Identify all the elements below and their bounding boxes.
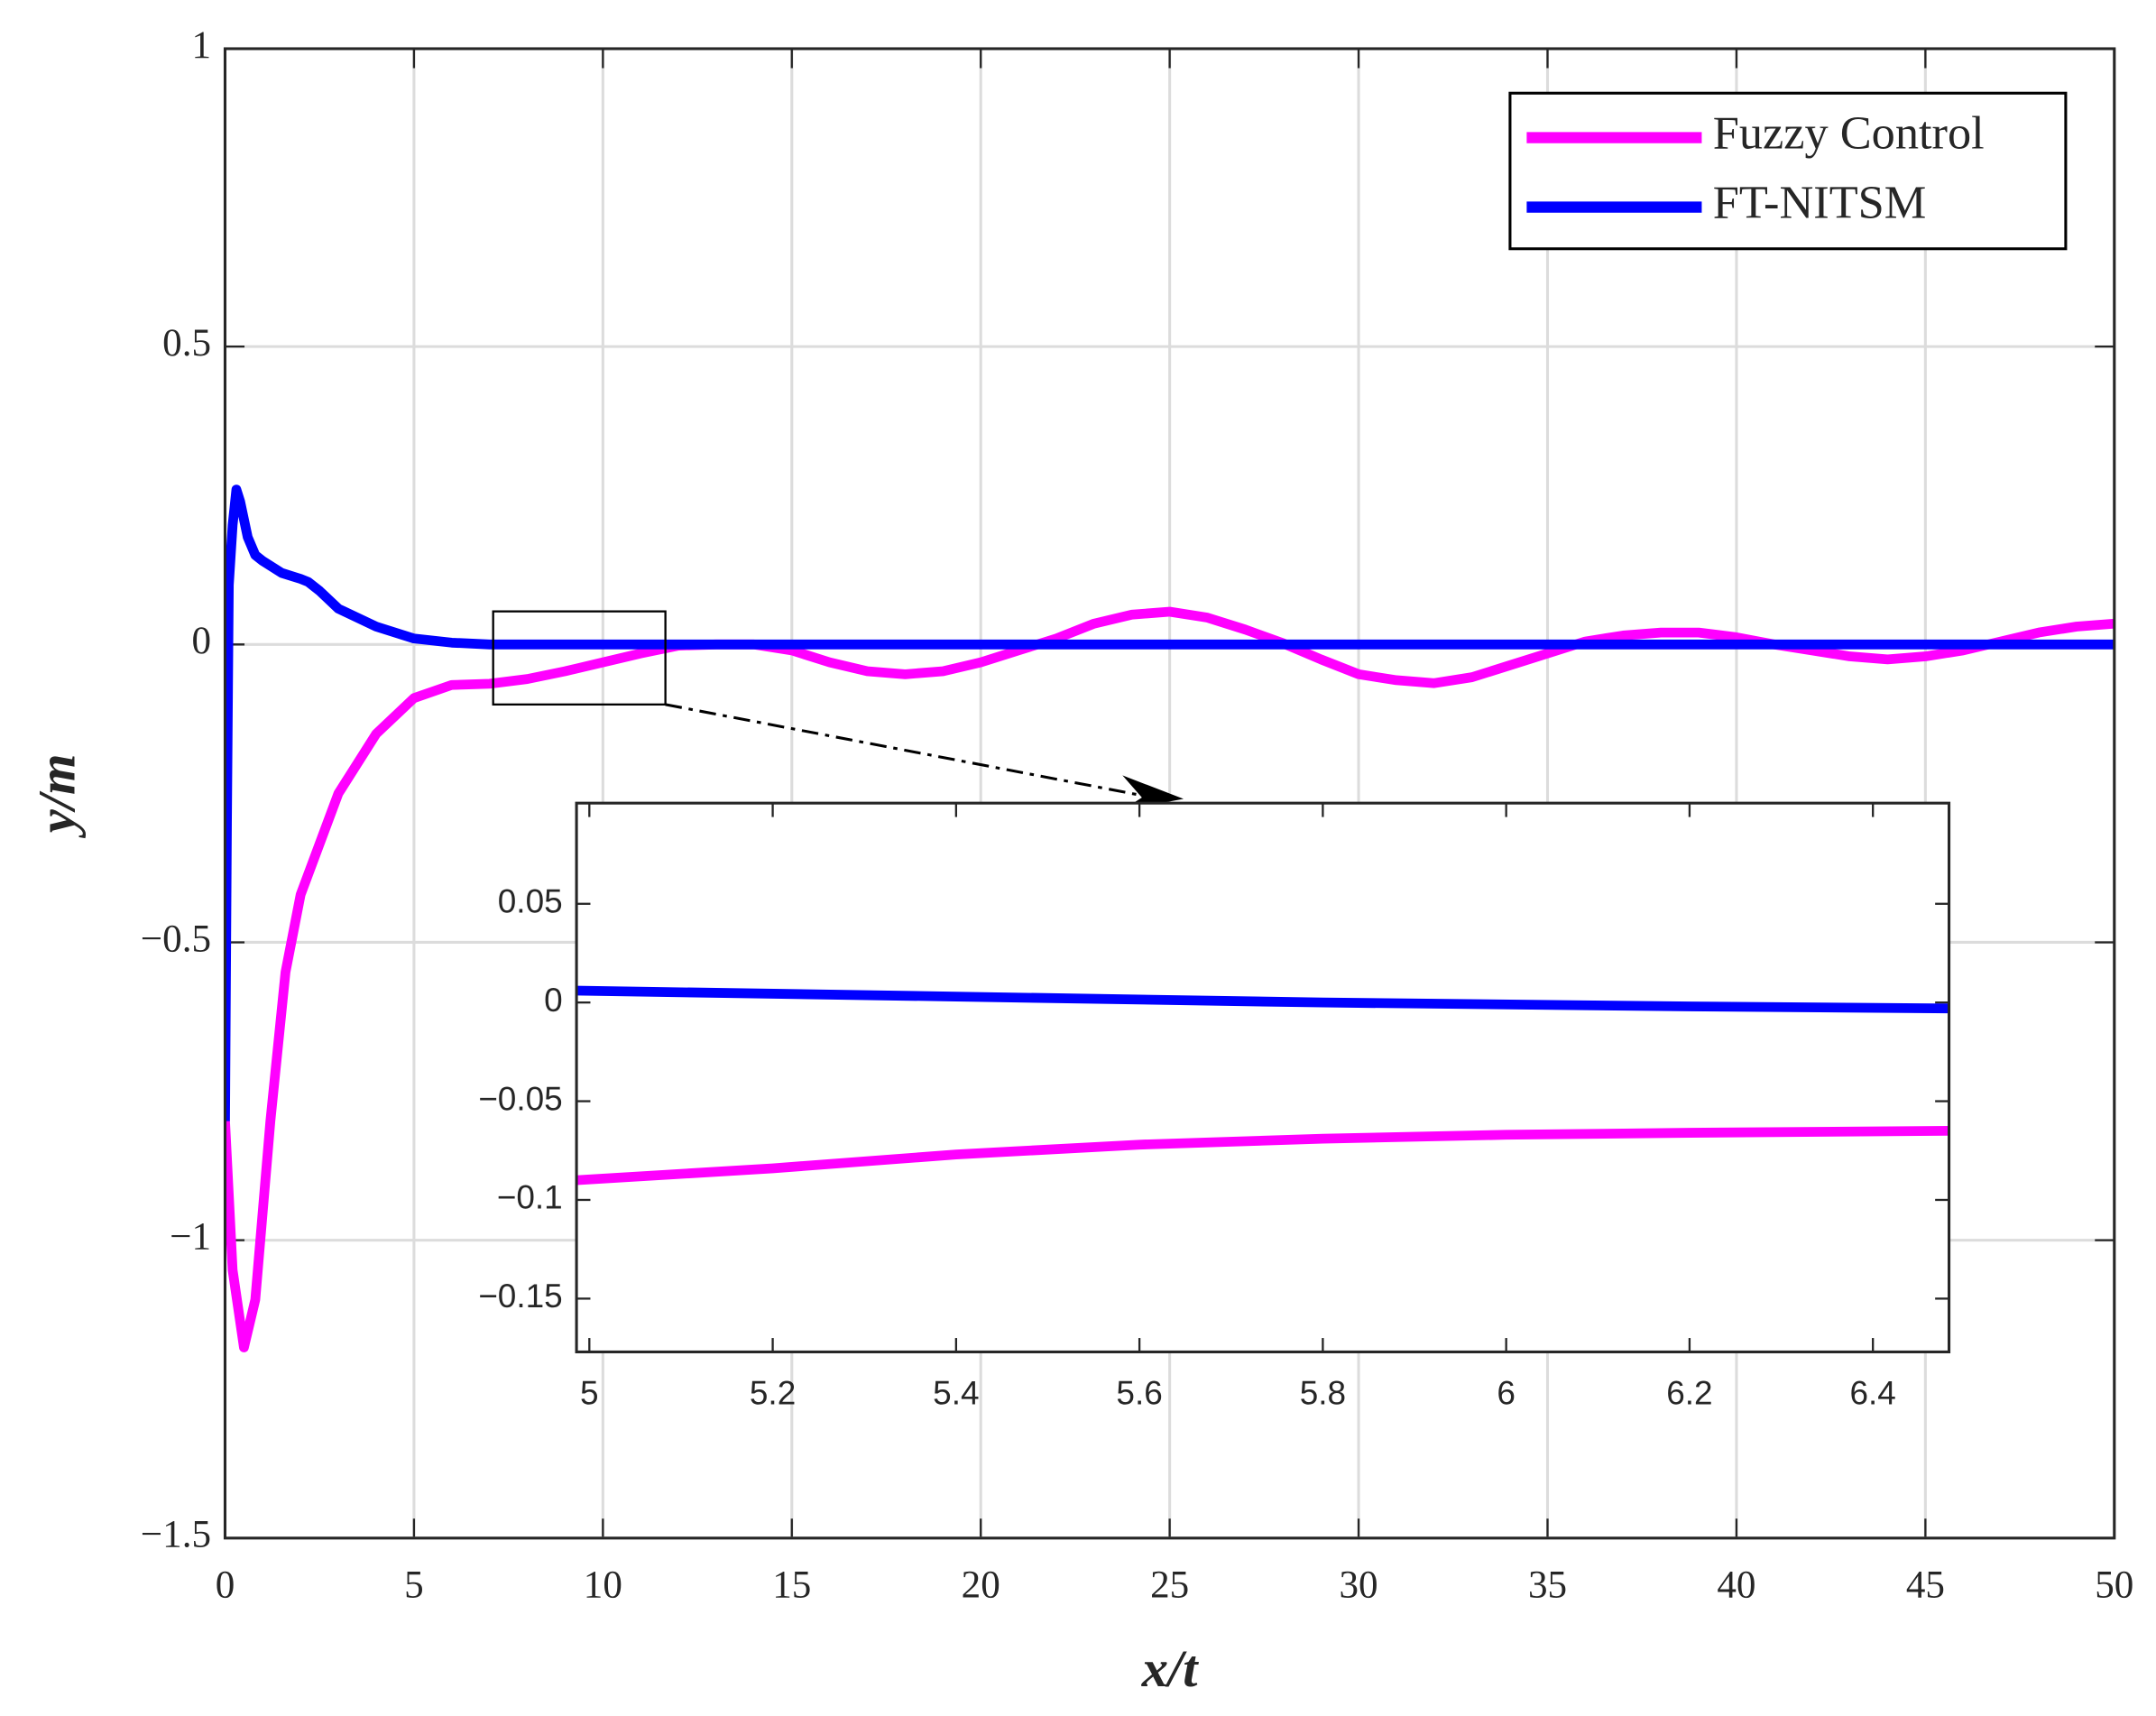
- x-tick-label: 15: [772, 1564, 811, 1607]
- x-tick-label: 5: [404, 1564, 424, 1607]
- inset-bg: [576, 803, 1949, 1352]
- series-line: [576, 985, 1949, 1014]
- inset-chart: 5 5.2 5.4 5.6 5.8 6 6.2 6.4 −0.15 −0.1 −0.05 0 0.05: [478, 801, 1951, 1411]
- x-tick-label: 6.4: [1850, 1374, 1896, 1411]
- y-tick-label: −0.15: [478, 1278, 562, 1315]
- y-tick-label: 1: [192, 24, 212, 67]
- y-tick-label: −0.05: [478, 1080, 562, 1117]
- y-tick-label: 0.5: [162, 322, 211, 364]
- legend-label: Fuzzy Control: [1713, 107, 1985, 160]
- x-tick-label: 40: [1717, 1564, 1755, 1607]
- x-tick-label: 20: [962, 1564, 1000, 1607]
- series-line: [225, 484, 2115, 1121]
- y-tick-label: −0.1: [497, 1179, 563, 1216]
- x-tick-label: 25: [1150, 1564, 1189, 1607]
- x-tick-label: 6.2: [1666, 1374, 1712, 1411]
- x-tick-label: 30: [1340, 1564, 1378, 1607]
- y-tick-label: 0: [544, 982, 563, 1019]
- x-tick-label: 5.6: [1116, 1374, 1162, 1411]
- y-tick-label: −0.5: [141, 918, 211, 960]
- zoom-arrow: [665, 703, 1154, 799]
- x-tick-label: 5.2: [750, 1374, 796, 1411]
- y-tick-label: −1: [170, 1216, 211, 1259]
- y-tick-label: −1.5: [141, 1514, 211, 1556]
- x-tick-label: 0: [216, 1564, 235, 1607]
- legend-label: FT-NITSM: [1713, 177, 1927, 229]
- arrow-head: [1122, 775, 1184, 810]
- x-tick-label: 5: [580, 1374, 599, 1411]
- series-line: [576, 1125, 1949, 1186]
- y-axis-label: y/m: [28, 754, 87, 839]
- legend-box: [1508, 91, 2068, 251]
- x-tick-label: 10: [584, 1564, 622, 1607]
- y-tick-label: 0.05: [498, 883, 563, 920]
- y-tick-label: 0: [192, 620, 212, 662]
- x-tick-label: 35: [1528, 1564, 1567, 1607]
- zoom-box: [492, 610, 667, 706]
- x-tick-label: 50: [2095, 1564, 2133, 1607]
- x-tick-label: 5.8: [1300, 1374, 1346, 1411]
- x-axis-label: x/t: [1141, 1639, 1200, 1698]
- x-tick-label: 5.4: [933, 1374, 979, 1411]
- plot-frame: [575, 801, 1951, 1353]
- x-tick-label: 6: [1497, 1374, 1516, 1411]
- plot-frame: [223, 47, 2116, 1540]
- x-tick-label: 45: [1906, 1564, 1945, 1607]
